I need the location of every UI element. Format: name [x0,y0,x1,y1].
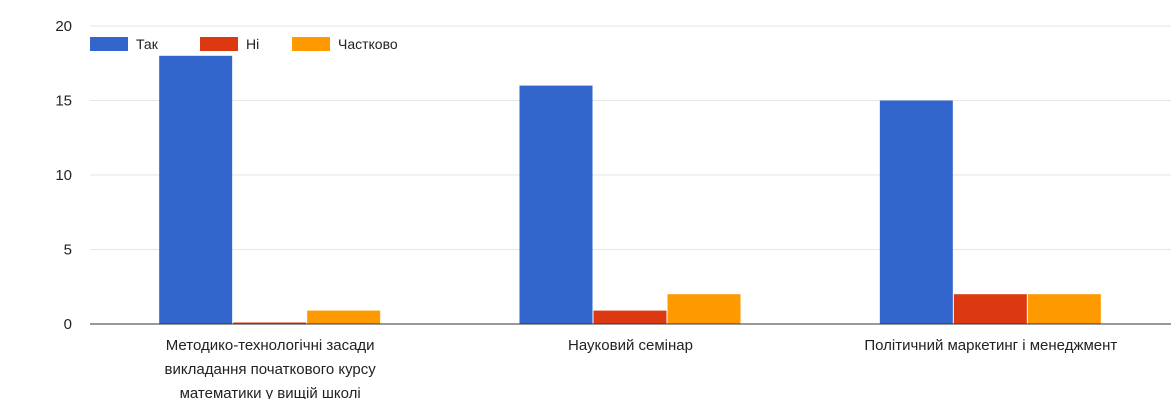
y-tick-label: 20 [55,18,72,35]
y-axis-tick-labels: 0 5 10 15 20 [55,18,72,333]
legend: Так Ні Частково [90,36,398,52]
bar [593,310,667,324]
y-tick-label: 5 [64,242,72,259]
y-tick-label: 15 [55,93,72,110]
legend-label: Частково [338,36,398,52]
category-label: математики у вищій школі [180,385,361,399]
category-label: Політичний маркетинг і менеджмент [864,337,1117,354]
legend-swatch [200,37,238,51]
bar [953,294,1027,324]
bar [1027,294,1101,324]
bar [233,322,307,324]
bar [307,310,381,324]
bars [159,55,1101,325]
category-labels: Методико-технологічні засади викладання п… [165,337,1118,399]
y-tick-label: 0 [64,316,72,333]
legend-swatch [90,37,128,51]
bar [879,100,953,324]
grid-lines [90,25,1171,250]
category-label: викладання початкового курсу [165,361,377,378]
legend-swatch [292,37,330,51]
bar [667,294,741,324]
category-label: Методико-технологічні засади [166,337,375,354]
bar [159,55,233,325]
category-label: Науковий семінар [568,337,693,354]
bar [519,85,593,324]
legend-label: Так [136,36,159,52]
legend-label: Ні [246,36,259,52]
y-tick-label: 10 [55,167,72,184]
